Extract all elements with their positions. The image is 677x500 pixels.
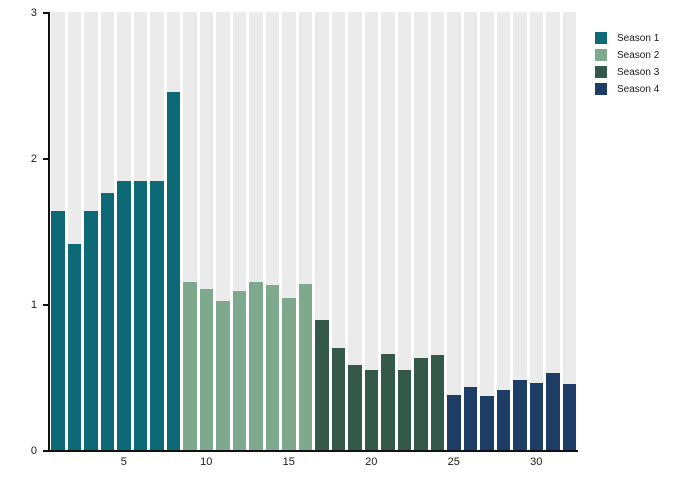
legend-swatch-icon xyxy=(595,32,607,44)
bar-episode-8 xyxy=(166,92,180,450)
x-axis-line xyxy=(44,450,578,452)
bar-episode-2 xyxy=(67,244,81,450)
bar-track-30 xyxy=(529,12,543,450)
bar-track-31 xyxy=(546,12,560,450)
bar-track-26 xyxy=(463,12,477,450)
bar-track-20 xyxy=(364,12,378,450)
bar-episode-25 xyxy=(447,394,461,450)
bar-episode-26 xyxy=(463,387,477,450)
x-tick-label-5: 5 xyxy=(120,456,127,468)
bar-track-24 xyxy=(430,12,444,450)
bar-episode-6 xyxy=(133,181,147,450)
bar-episode-9 xyxy=(183,282,197,450)
bar-episode-31 xyxy=(546,372,560,450)
bar-episode-24 xyxy=(430,355,444,450)
y-tick-label-3: 3 xyxy=(30,7,37,19)
bar-track-25 xyxy=(447,12,461,450)
y-tick-mark-1 xyxy=(43,304,48,306)
bar-track-21 xyxy=(381,12,395,450)
bar-episode-21 xyxy=(381,353,395,450)
bar-episode-18 xyxy=(331,347,345,450)
bar-track-18 xyxy=(331,12,345,450)
bar-track-29 xyxy=(513,12,527,450)
bar-episode-4 xyxy=(100,193,114,450)
bar-track-23 xyxy=(414,12,428,450)
bar-episode-27 xyxy=(480,395,494,450)
legend-label: Season 2 xyxy=(617,50,660,61)
x-tick-label-20: 20 xyxy=(365,456,378,468)
legend-label: Season 3 xyxy=(617,67,660,78)
y-tick-label-2: 2 xyxy=(30,153,37,165)
bar-episode-23 xyxy=(414,358,428,450)
bar-episode-20 xyxy=(364,369,378,450)
legend-label: Season 1 xyxy=(617,33,660,44)
bar-episode-15 xyxy=(282,298,296,450)
bar-episode-3 xyxy=(84,210,98,450)
bar-episode-19 xyxy=(348,365,362,450)
bar-episode-28 xyxy=(496,390,510,450)
bar-track-32 xyxy=(562,12,576,450)
legend-swatch-icon xyxy=(595,83,607,95)
legend-swatch-icon xyxy=(595,49,607,61)
bar-episode-5 xyxy=(117,181,131,450)
bar-episode-1 xyxy=(51,210,65,450)
legend-label: Season 4 xyxy=(617,84,660,95)
bar-episode-10 xyxy=(199,289,213,450)
bar-episode-29 xyxy=(513,379,527,450)
x-tick-label-30: 30 xyxy=(530,456,543,468)
bar-episode-14 xyxy=(265,285,279,450)
bar-episode-22 xyxy=(397,369,411,450)
x-tick-label-25: 25 xyxy=(447,456,460,468)
x-tick-label-15: 15 xyxy=(282,456,295,468)
bar-track-22 xyxy=(397,12,411,450)
y-tick-mark-3 xyxy=(43,12,48,14)
bar-episode-16 xyxy=(298,283,312,450)
bar-episode-30 xyxy=(529,382,543,450)
bar-episode-7 xyxy=(150,181,164,450)
y-axis-line xyxy=(48,12,50,452)
y-tick-mark-2 xyxy=(43,158,48,160)
bar-episode-17 xyxy=(315,320,329,450)
bar-episode-13 xyxy=(249,282,263,450)
y-tick-label-1: 1 xyxy=(30,299,37,311)
bar-episode-12 xyxy=(232,290,246,450)
bar-episode-32 xyxy=(562,384,576,450)
y-tick-mark-0 xyxy=(43,450,48,452)
bar-episode-11 xyxy=(216,301,230,450)
bar-track-27 xyxy=(480,12,494,450)
legend-swatch-icon xyxy=(595,66,607,78)
bar-track-28 xyxy=(496,12,510,450)
bar-track-19 xyxy=(348,12,362,450)
y-tick-label-0: 0 xyxy=(30,445,37,457)
x-tick-label-10: 10 xyxy=(200,456,213,468)
